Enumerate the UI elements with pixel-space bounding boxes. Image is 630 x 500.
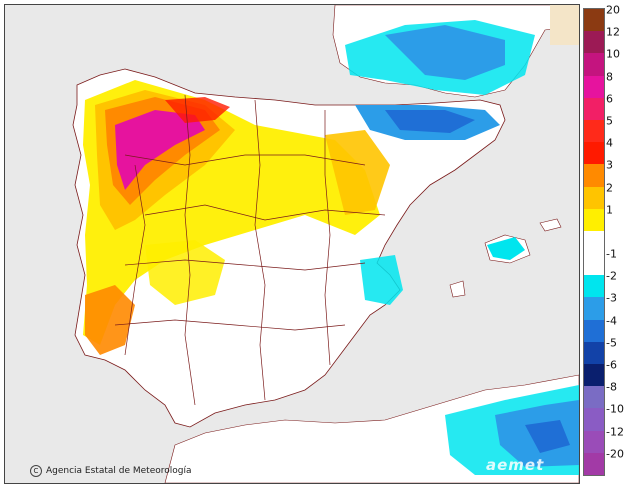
anomaly-warm-center bbox=[145, 240, 225, 305]
aemet-logo: aemet bbox=[486, 456, 545, 474]
legend-label: 10 bbox=[606, 47, 620, 61]
legend-swatch bbox=[584, 75, 604, 99]
legend-label: -6 bbox=[606, 358, 617, 372]
menorca bbox=[539, 218, 562, 232]
legend-swatch bbox=[584, 186, 604, 210]
anomaly-cold-pyrenees-dark bbox=[385, 110, 475, 133]
legend-label: 5 bbox=[606, 114, 613, 128]
temperature-anomaly-map bbox=[5, 5, 579, 483]
anomaly-cold-mallorca bbox=[487, 237, 525, 260]
alps-area bbox=[550, 5, 579, 45]
legend-swatch bbox=[584, 97, 604, 121]
legend-swatch bbox=[584, 452, 604, 476]
map-frame bbox=[4, 4, 580, 484]
region-borders bbox=[114, 94, 386, 406]
legend-label: 1 bbox=[606, 203, 613, 217]
legend-label: -2 bbox=[606, 269, 617, 283]
legend-swatch bbox=[584, 164, 604, 188]
anomaly-cold-africa-dark bbox=[525, 420, 570, 453]
legend-label: 12 bbox=[606, 25, 620, 39]
anomaly-warm-orange-sw bbox=[85, 285, 135, 355]
credit-line: C Agencia Estatal de Meteorología bbox=[30, 465, 192, 477]
anomaly-cold-france-blue bbox=[385, 25, 505, 80]
legend-label: -8 bbox=[606, 380, 617, 394]
legend-swatch bbox=[584, 230, 604, 254]
legend-swatch bbox=[584, 341, 604, 365]
anomaly-warm-red-nw bbox=[165, 97, 230, 123]
anomaly-warm-magenta-nw bbox=[115, 110, 205, 190]
legend-label: 3 bbox=[606, 158, 613, 172]
legend-swatch bbox=[584, 253, 604, 276]
legend-label: -5 bbox=[606, 336, 617, 350]
legend-swatch bbox=[584, 364, 604, 387]
legend-swatch bbox=[584, 319, 604, 343]
legend-swatch bbox=[584, 9, 604, 32]
legend-swatch bbox=[584, 275, 604, 298]
anomaly-cold-valencia bbox=[360, 255, 403, 305]
legend-label: 8 bbox=[606, 70, 613, 84]
legend-label: 4 bbox=[606, 136, 613, 150]
legend-swatch bbox=[584, 119, 604, 143]
copyright-icon: C bbox=[30, 465, 42, 477]
legend-label: -20 bbox=[606, 447, 624, 461]
legend-label: 6 bbox=[606, 92, 613, 106]
legend-swatch bbox=[584, 430, 604, 454]
legend-swatch bbox=[584, 31, 604, 54]
legend-swatch bbox=[584, 53, 604, 77]
legend-label: -10 bbox=[606, 402, 624, 416]
legend-swatch bbox=[584, 297, 604, 321]
color-legend bbox=[583, 8, 605, 476]
legend-label: 2 bbox=[606, 181, 613, 195]
legend-swatch bbox=[584, 408, 604, 432]
ibiza bbox=[449, 280, 466, 298]
legend-label: -3 bbox=[606, 291, 617, 305]
legend-swatch bbox=[584, 386, 604, 409]
anomaly-warm-ebro bbox=[325, 130, 390, 215]
legend-label: -12 bbox=[606, 425, 624, 439]
legend-label: 20 bbox=[606, 3, 620, 17]
legend-label: -4 bbox=[606, 314, 617, 328]
legend-swatch bbox=[584, 208, 604, 232]
legend-swatch bbox=[584, 142, 604, 165]
legend-label: -1 bbox=[606, 247, 617, 261]
credit-organization: Agencia Estatal de Meteorología bbox=[46, 466, 192, 476]
